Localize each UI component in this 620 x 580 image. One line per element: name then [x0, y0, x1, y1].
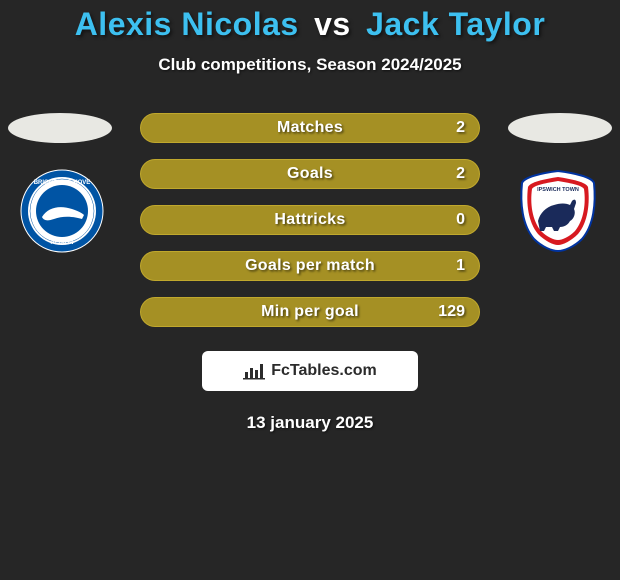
stat-row-min-per-goal: Min per goal 129	[140, 297, 480, 327]
stat-bars: Matches 2 Goals 2 Hattricks 0 Goals per …	[140, 113, 480, 327]
player1-name: Alexis Nicolas	[75, 6, 299, 42]
stat-label: Goals per match	[245, 257, 375, 275]
stat-value: 1	[456, 257, 465, 275]
watermark-text: FcTables.com	[271, 362, 377, 380]
vs-separator: vs	[314, 6, 351, 42]
ipswich-badge-icon: IPSWICH TOWN	[516, 169, 600, 253]
player1-club-badge: BRIGHTON & HOVE ALBION	[20, 169, 104, 253]
stat-row-matches: Matches 2	[140, 113, 480, 143]
comparison-title: Alexis Nicolas vs Jack Taylor	[0, 0, 620, 43]
watermark: FcTables.com	[202, 351, 418, 391]
svg-text:BRIGHTON & HOVE: BRIGHTON & HOVE	[34, 180, 91, 186]
player2-club-badge: IPSWICH TOWN	[516, 169, 600, 253]
stat-row-hattricks: Hattricks 0	[140, 205, 480, 235]
stat-row-goals-per-match: Goals per match 1	[140, 251, 480, 281]
stat-value: 2	[456, 119, 465, 137]
svg-text:ALBION: ALBION	[51, 240, 74, 246]
stat-label: Hattricks	[274, 211, 345, 229]
stat-label: Min per goal	[261, 303, 359, 321]
stat-label: Goals	[287, 165, 333, 183]
player1-photo-placeholder	[8, 113, 112, 143]
date: 13 january 2025	[0, 413, 620, 433]
player2-name: Jack Taylor	[366, 6, 545, 42]
svg-text:IPSWICH TOWN: IPSWICH TOWN	[537, 187, 579, 193]
stat-value: 2	[456, 165, 465, 183]
comparison-card: Alexis Nicolas vs Jack Taylor Club compe…	[0, 0, 620, 580]
bar-chart-icon	[243, 362, 265, 380]
brighton-badge-icon: BRIGHTON & HOVE ALBION	[20, 169, 104, 253]
stat-row-goals: Goals 2	[140, 159, 480, 189]
stats-area: BRIGHTON & HOVE ALBION IPSWICH TOWN Matc…	[0, 113, 620, 327]
player2-photo-placeholder	[508, 113, 612, 143]
stat-value: 129	[438, 303, 465, 321]
stat-value: 0	[456, 211, 465, 229]
subtitle: Club competitions, Season 2024/2025	[0, 55, 620, 75]
stat-label: Matches	[277, 119, 343, 137]
